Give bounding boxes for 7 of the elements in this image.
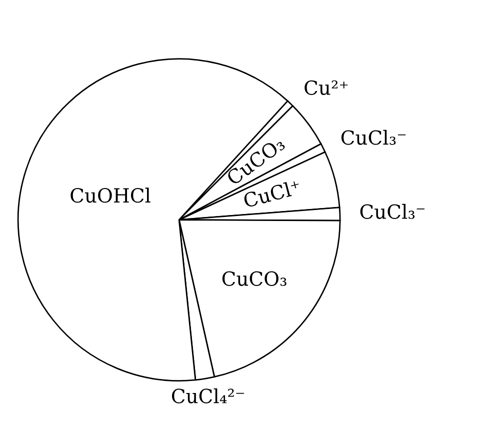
slice-label: CuCO₃ xyxy=(222,271,286,286)
slice-label: CuOHCl xyxy=(70,188,150,203)
slice-label: CuCl₃⁻ xyxy=(341,130,406,145)
slice-label: CuCl⁺ xyxy=(242,179,302,208)
slice-label: Cu²⁺ xyxy=(304,80,348,96)
slice-label: CuCl₄²⁻ xyxy=(172,388,244,404)
slice-label: CuCl₃⁻ xyxy=(360,204,424,219)
